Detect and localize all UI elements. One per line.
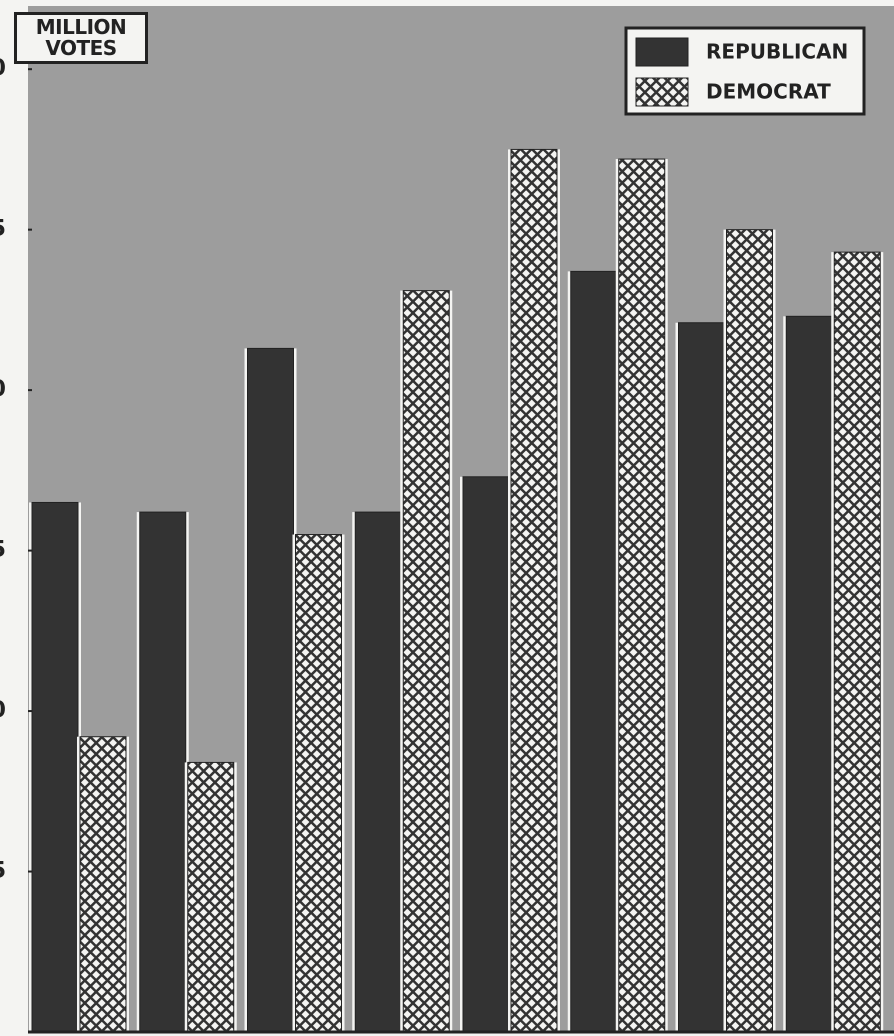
chart-title: MILLION VOTES <box>14 12 148 64</box>
y-tick-label: 30 <box>0 56 6 81</box>
legend-swatch <box>635 37 689 67</box>
bar <box>570 270 618 1033</box>
bar <box>79 736 127 1033</box>
bar <box>678 322 725 1033</box>
bar <box>402 290 450 1033</box>
y-tick-label: 5 <box>0 859 6 884</box>
bar <box>510 148 558 1033</box>
legend-label: DEMOCRAT <box>706 80 831 104</box>
y-tick-label: 15 <box>0 538 6 563</box>
bar <box>295 534 342 1033</box>
y-tick-label: 10 <box>0 698 6 723</box>
bar <box>618 158 666 1033</box>
bar <box>785 315 833 1033</box>
bar <box>462 476 510 1033</box>
bar <box>187 761 235 1033</box>
legend: REPUBLICAN DEMOCRAT <box>624 26 866 116</box>
legend-label: REPUBLICAN <box>706 40 848 64</box>
y-tick-label: 25 <box>0 217 6 242</box>
legend-swatch <box>635 77 689 107</box>
bar <box>31 501 79 1033</box>
bar <box>354 511 402 1033</box>
y-tick-label: 20 <box>0 377 6 402</box>
bar <box>247 347 294 1033</box>
bar <box>726 229 773 1033</box>
bar <box>833 251 881 1033</box>
bar <box>139 511 187 1033</box>
